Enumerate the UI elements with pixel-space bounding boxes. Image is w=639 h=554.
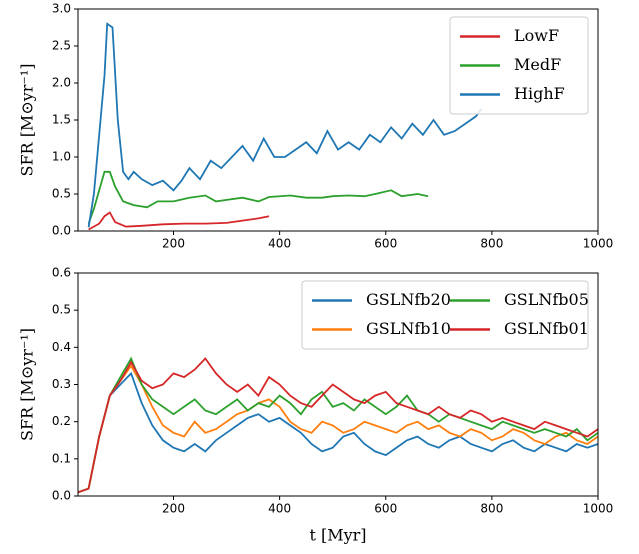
x-tick-label: 200	[162, 502, 185, 516]
y-axis-label: SFR [M⊙yr⁻¹]	[18, 328, 37, 441]
y-tick-label: 0.0	[52, 224, 71, 238]
legend-label: HighF	[514, 84, 565, 103]
x-tick-label: 600	[374, 502, 397, 516]
y-tick-label: 0.0	[52, 489, 71, 503]
y-tick-label: 2.5	[52, 39, 71, 53]
legend-box	[301, 280, 589, 350]
plot-frame	[77, 272, 599, 497]
line	[87, 22, 483, 228]
y-tick-label: 0.2	[52, 414, 71, 428]
y-tick-label: 0.5	[52, 187, 71, 201]
legend-label: GSLNfb20	[366, 290, 451, 309]
y-tick-label: 1.5	[52, 113, 71, 127]
line	[88, 211, 270, 231]
x-tick-label: 1000	[583, 502, 614, 516]
line	[77, 371, 599, 494]
y-tick-label: 0.3	[52, 377, 71, 391]
y-tick-label: 3.0	[52, 2, 71, 16]
line	[77, 364, 599, 494]
x-tick-label: 600	[374, 237, 397, 251]
plot-frame	[77, 8, 599, 232]
legend-label: GSLNfb05	[504, 290, 589, 309]
x-tick-label: 400	[268, 502, 291, 516]
legend-label: LowF	[514, 26, 559, 45]
y-tick-label: 0.5	[52, 303, 71, 317]
y-tick-label: 0.1	[52, 451, 71, 465]
x-tick-label: 200	[162, 237, 185, 251]
line	[77, 357, 599, 494]
y-tick-label: 1.0	[52, 150, 71, 164]
y-tick-label: 0.6	[52, 266, 71, 280]
line	[77, 356, 599, 494]
y-axis-label: SFR [M⊙yr⁻¹]	[18, 63, 37, 176]
x-tick-label: 800	[480, 502, 503, 516]
x-tick-label: 1000	[583, 237, 614, 251]
y-tick-label: 0.4	[52, 340, 71, 354]
line	[87, 170, 429, 224]
x-tick-label: 400	[268, 237, 291, 251]
y-tick-label: 2.0	[52, 76, 71, 90]
x-tick-label: 800	[480, 237, 503, 251]
x-axis-label: t [Myr]	[309, 526, 366, 545]
legend-label: GSLNfb10	[366, 319, 451, 338]
legend-box	[449, 16, 589, 115]
legend-label: MedF	[514, 55, 561, 74]
legend-label: GSLNfb01	[504, 319, 589, 338]
